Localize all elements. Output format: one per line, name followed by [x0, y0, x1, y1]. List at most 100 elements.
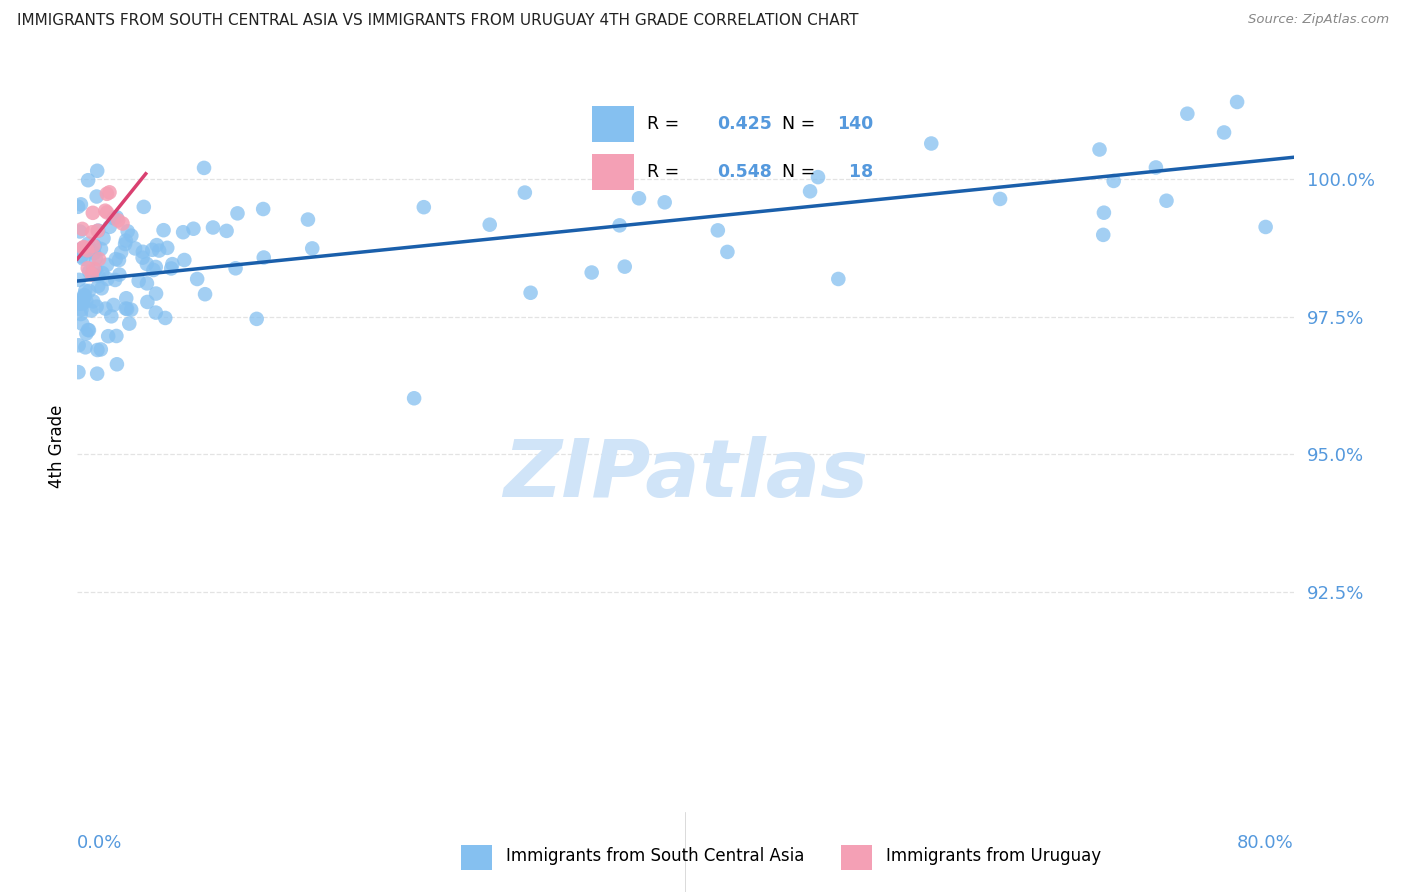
Point	[96, 272, 118, 286]
Point	[114, 237, 136, 252]
Point	[193, 161, 215, 175]
Point	[128, 274, 150, 288]
Point	[225, 261, 247, 276]
Point	[83, 239, 105, 253]
Point	[114, 301, 136, 316]
Point	[67, 338, 90, 352]
Point	[72, 222, 94, 236]
Point	[73, 289, 96, 303]
Point	[799, 184, 821, 198]
Point	[86, 343, 108, 357]
Point	[70, 197, 93, 211]
Point	[1254, 219, 1277, 234]
Point	[97, 329, 120, 343]
Point	[98, 186, 121, 200]
Point	[90, 281, 112, 295]
Text: 80.0%: 80.0%	[1237, 834, 1294, 852]
Point	[155, 310, 177, 325]
Point	[108, 268, 131, 282]
Point	[82, 294, 104, 309]
Point	[145, 305, 167, 319]
Point	[609, 219, 631, 233]
Point	[173, 252, 195, 267]
Point	[404, 391, 426, 405]
Point	[75, 326, 97, 341]
Point	[69, 307, 91, 321]
Point	[1088, 143, 1111, 157]
Point	[141, 243, 163, 257]
Point	[67, 273, 90, 287]
Point	[69, 296, 91, 310]
Point	[160, 261, 183, 276]
Point	[105, 357, 128, 371]
Point	[105, 211, 128, 225]
Point	[1156, 194, 1178, 208]
Point	[226, 206, 249, 220]
Point	[75, 284, 97, 298]
Point	[72, 317, 94, 331]
Point	[201, 220, 224, 235]
Point	[513, 186, 536, 200]
Point	[93, 231, 115, 245]
Point	[82, 239, 104, 253]
Point	[69, 225, 91, 239]
Point	[73, 291, 96, 305]
Point	[77, 284, 100, 298]
Point	[86, 224, 108, 238]
Text: Immigrants from South Central Asia: Immigrants from South Central Asia	[506, 847, 804, 865]
Point	[76, 244, 98, 258]
Point	[77, 173, 100, 187]
Point	[90, 343, 112, 357]
Point	[115, 301, 138, 316]
Point	[1226, 95, 1249, 109]
Point	[86, 189, 108, 203]
Point	[252, 202, 274, 216]
Point	[77, 323, 100, 337]
Point	[156, 241, 179, 255]
Point	[67, 365, 90, 379]
Point	[70, 250, 93, 264]
Point	[124, 242, 146, 256]
Point	[87, 279, 110, 293]
Point	[115, 234, 138, 248]
Point	[103, 298, 125, 312]
Point	[115, 291, 138, 305]
Point	[707, 223, 730, 237]
Point	[654, 195, 676, 210]
Point	[111, 217, 134, 231]
Point	[73, 240, 96, 254]
Text: IMMIGRANTS FROM SOUTH CENTRAL ASIA VS IMMIGRANTS FROM URUGUAY 4TH GRADE CORRELAT: IMMIGRANTS FROM SOUTH CENTRAL ASIA VS IM…	[17, 13, 859, 29]
Point	[80, 268, 103, 282]
Text: Source: ZipAtlas.com: Source: ZipAtlas.com	[1249, 13, 1389, 27]
Y-axis label: 4th Grade: 4th Grade	[48, 404, 66, 488]
Point	[104, 252, 127, 266]
Point	[172, 225, 194, 239]
Point	[301, 241, 323, 255]
Point	[1175, 106, 1198, 120]
Point	[72, 252, 94, 266]
Point	[90, 242, 112, 256]
Point	[1092, 227, 1115, 242]
Point	[80, 303, 103, 318]
Point	[96, 205, 118, 219]
Text: Immigrants from Uruguay: Immigrants from Uruguay	[886, 847, 1101, 865]
Point	[1144, 161, 1167, 175]
Point	[253, 251, 276, 265]
Point	[77, 265, 100, 279]
Point	[145, 238, 167, 252]
Point	[82, 225, 104, 239]
Point	[108, 253, 131, 268]
Point	[72, 296, 94, 310]
Point	[77, 236, 100, 251]
Point	[107, 213, 129, 227]
Point	[77, 323, 100, 337]
Point	[120, 302, 142, 317]
Point	[118, 317, 141, 331]
Point	[76, 261, 98, 276]
Point	[72, 241, 94, 255]
Point	[142, 263, 165, 277]
Point	[75, 340, 97, 354]
Point	[716, 244, 738, 259]
Point	[104, 273, 127, 287]
Text: 0.0%: 0.0%	[77, 834, 122, 852]
